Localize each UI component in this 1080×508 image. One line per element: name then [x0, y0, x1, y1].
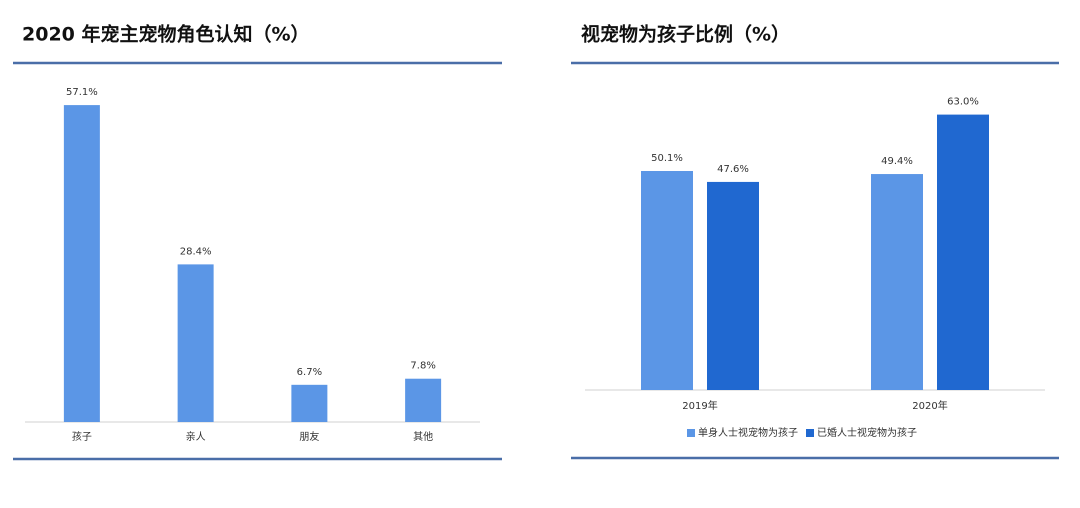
value-label: 47.6% [717, 164, 749, 175]
legend-label: 已婚人士视宠物为孩子 [817, 426, 917, 439]
chart-title: 2020 年宠主宠物角色认知（%） [22, 23, 310, 46]
bar [177, 264, 214, 422]
bar [871, 174, 923, 390]
bar [291, 384, 328, 422]
value-label: 57.1% [66, 87, 98, 98]
chart-title: 视宠物为孩子比例（%） [581, 23, 790, 46]
value-label: 50.1% [651, 153, 683, 164]
value-label: 7.8% [410, 361, 435, 372]
x-tick-label: 2019年 [682, 399, 717, 412]
value-label: 6.7% [297, 367, 322, 378]
legend-swatch [806, 429, 814, 437]
x-tick-label: 朋友 [299, 430, 319, 443]
legend-label: 单身人士视宠物为孩子 [698, 426, 798, 439]
legend-swatch [687, 429, 695, 437]
bar [63, 105, 100, 422]
bar [707, 181, 759, 390]
x-tick-label: 2020年 [912, 399, 947, 412]
value-label: 63.0% [947, 97, 979, 108]
x-tick-label: 其他 [413, 430, 433, 443]
bar [641, 170, 693, 390]
x-tick-label: 亲人 [186, 430, 206, 443]
value-label: 28.4% [180, 246, 212, 257]
value-label: 49.4% [881, 156, 913, 167]
x-tick-label: 孩子 [72, 430, 92, 443]
bar [405, 378, 442, 422]
bar [937, 114, 989, 390]
